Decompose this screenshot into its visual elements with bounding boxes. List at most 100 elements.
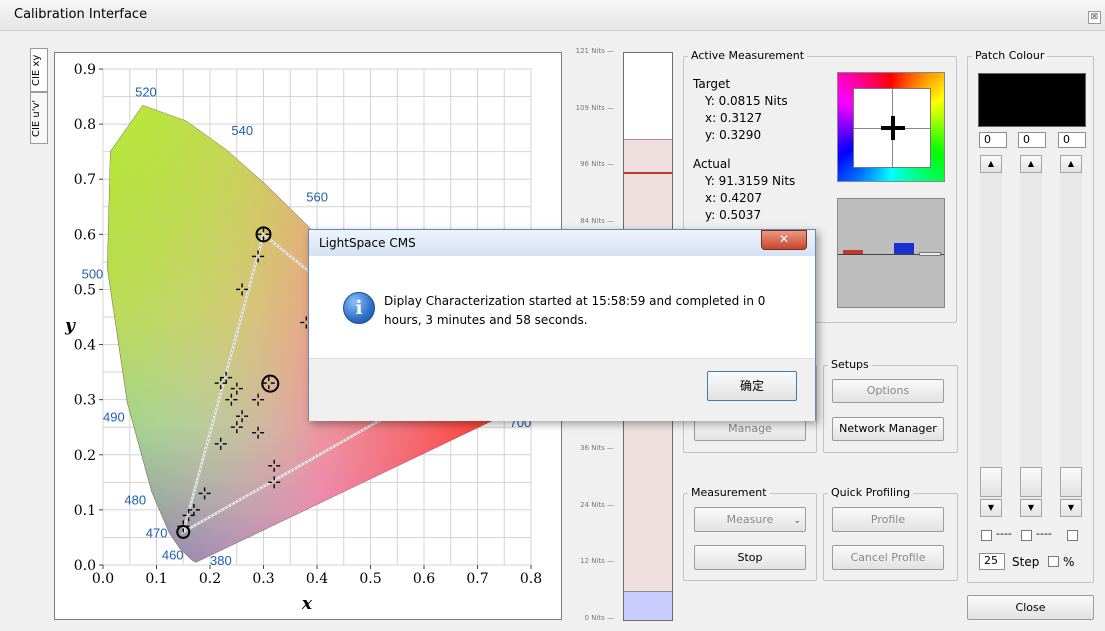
locus-fill-yellow [107, 105, 497, 563]
blue-slider[interactable] [1060, 155, 1082, 517]
blue-slider-thumb[interactable] [1060, 467, 1082, 497]
red-down-arrow-icon[interactable]: ▼ [980, 499, 1002, 517]
active-measurement-group [683, 56, 957, 323]
measured-point [236, 283, 249, 296]
wavelength-label: 480 [124, 492, 146, 507]
profile-button[interactable]: Profile [832, 507, 944, 532]
nits-bar-base [624, 591, 672, 620]
dialog-close-button[interactable]: ✕ [761, 230, 807, 250]
y-axis-label: y [64, 316, 76, 336]
cancel-profile-button[interactable]: Cancel Profile [832, 545, 944, 570]
red-slider-thumb[interactable] [980, 467, 1002, 497]
measured-point [230, 421, 243, 434]
step-field[interactable]: 25 [979, 553, 1005, 570]
measured-point [252, 250, 265, 263]
cie-chart-panel: 380 460 470 480 490 500 520 540 560 700 0.0 0.1 0.2… [54, 52, 562, 620]
measured-point [220, 371, 233, 384]
measured-point [187, 503, 200, 516]
white-point-marker [261, 374, 280, 393]
network-manager-button[interactable]: Network Manager [832, 417, 944, 441]
window-title: Calibration Interface [14, 7, 148, 22]
tab-cie-xy-label: CIE xy [31, 54, 42, 86]
green-slider[interactable] [1020, 155, 1042, 517]
lightspace-dialog: LightSpace CMS ✕ i Diplay Characterizati… [308, 229, 816, 421]
step-label: Step [1012, 555, 1040, 569]
colour-target-centre [853, 88, 931, 168]
target-Y: Y: 0.0815 Nits [705, 94, 788, 108]
active-measurement-title: Active Measurement [688, 49, 808, 62]
blue-balance-bar [894, 243, 914, 254]
x-tick-label: 0.4 [306, 571, 328, 587]
red-balance-bar [843, 250, 863, 254]
dialog-message: Diplay Characterization started at 15:58… [384, 292, 765, 330]
nits-tick-label: 121 Nits — [575, 47, 614, 55]
measured-point [236, 410, 249, 423]
blue-down-arrow-icon[interactable]: ▼ [1060, 499, 1082, 517]
y-tick-label: 0.4 [74, 338, 96, 354]
x-tick-label: 0.0 [92, 571, 114, 587]
y-tick-label: 0.1 [74, 503, 96, 519]
nits-target-line [624, 171, 672, 174]
measured-point [198, 487, 211, 500]
blue-up-arrow-icon[interactable]: ▲ [1060, 155, 1082, 173]
x-tick-label: 0.7 [466, 571, 488, 587]
nits-tick-label: 12 Nits — [580, 557, 614, 566]
window-close-button[interactable]: ☒ [1088, 11, 1101, 24]
y-tick-label: 0.6 [74, 227, 96, 243]
x-axis-label: x [301, 594, 313, 614]
actual-Y: Y: 91.3159 Nits [705, 174, 796, 188]
actual-x: x: 0.4207 [705, 191, 762, 205]
dialog-footer: 确定 [309, 358, 815, 421]
tab-cie-uv[interactable]: CIE u'v' [30, 92, 48, 144]
x-tick-label: 0.8 [520, 571, 542, 587]
green-up-arrow-icon[interactable]: ▲ [1020, 155, 1042, 173]
green-slider-thumb[interactable] [1020, 467, 1042, 497]
wavelength-label: 380 [210, 553, 232, 568]
measurement-title: Measurement [688, 486, 770, 499]
chart-axes: 0.0 0.1 0.2 0.3 0.4 0.5 0.6 0.7 0.8 0.0 0.1 0.2 0.3 0… [74, 62, 542, 587]
link-checkbox-3[interactable] [1067, 530, 1078, 541]
blue-value-field[interactable]: 0 [1058, 132, 1086, 148]
dialog-message-line1: Diplay Characterization started at 15:58… [384, 294, 766, 308]
red-up-arrow-icon[interactable]: ▲ [980, 155, 1002, 173]
wavelength-label: 460 [162, 547, 184, 562]
link-checkbox-1[interactable] [981, 530, 992, 541]
wavelength-label: 540 [231, 123, 253, 138]
quick-profiling-title: Quick Profiling [828, 486, 914, 499]
options-button[interactable]: Options [832, 379, 944, 403]
dialog-ok-button[interactable]: 确定 [707, 371, 797, 401]
close-button[interactable]: Close [967, 595, 1094, 620]
green-target-marker [255, 226, 272, 243]
dialog-title: LightSpace CMS [319, 236, 416, 250]
measured-point [252, 393, 265, 406]
wavelength-label: 560 [306, 189, 328, 204]
red-slider[interactable] [980, 155, 1002, 517]
red-value-field[interactable]: 0 [979, 132, 1007, 148]
stop-button[interactable]: Stop [694, 545, 806, 570]
measured-point [268, 459, 281, 472]
percent-label: % [1063, 555, 1075, 569]
y-tick-label: 0.0 [74, 558, 96, 574]
green-value-field[interactable]: 0 [1018, 132, 1046, 148]
wavelength-label: 490 [103, 410, 125, 425]
tab-cie-xy[interactable]: CIE xy [30, 48, 48, 92]
nits-tick-label: 109 Nits — [575, 103, 614, 112]
target-label: Target [693, 77, 731, 91]
wavelength-label: 520 [135, 85, 157, 100]
dashes-label-2: ---- [1036, 527, 1052, 540]
green-down-arrow-icon[interactable]: ▼ [1020, 499, 1042, 517]
x-tick-label: 0.1 [145, 571, 167, 587]
link-checkbox-2[interactable] [1021, 530, 1032, 541]
measure-button[interactable]: Measure ⌄ [694, 507, 806, 532]
actual-y: y: 0.5037 [705, 208, 762, 222]
percent-checkbox[interactable] [1048, 556, 1059, 567]
x-tick-label: 0.6 [413, 571, 435, 587]
wavelength-label: 500 [82, 266, 104, 281]
measure-label: Measure [726, 513, 774, 526]
green-balance-bar [919, 252, 941, 256]
measured-points [176, 226, 313, 539]
nits-tick-label: 0 Nits — [584, 614, 614, 622]
measured-point [262, 377, 275, 390]
